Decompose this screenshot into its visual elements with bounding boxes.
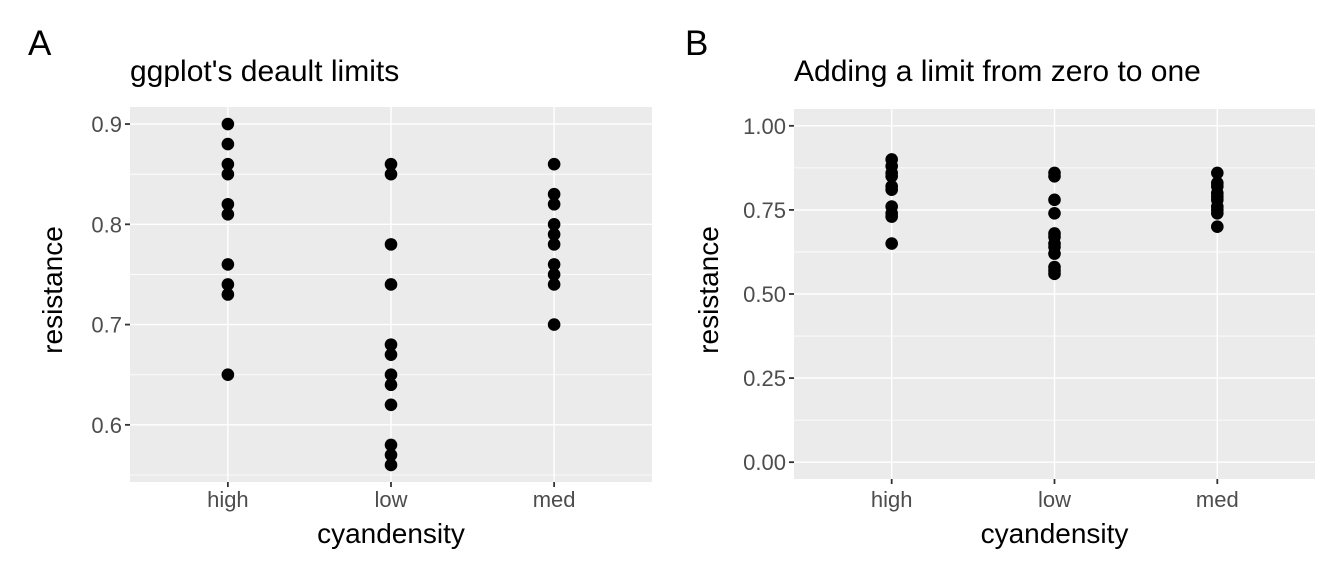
- data-point: [1048, 247, 1061, 260]
- data-point: [1048, 169, 1061, 183]
- data-point: [384, 338, 398, 351]
- y-axis-tick-label: 0.75: [743, 198, 786, 223]
- data-point: [384, 448, 398, 462]
- data-point: [221, 278, 235, 291]
- data-point: [547, 218, 561, 231]
- x-axis-tick-label: high: [207, 487, 249, 512]
- panel-a-plot-title: ggplot's deault limits: [130, 55, 400, 88]
- data-point: [221, 167, 235, 181]
- data-point: [221, 368, 235, 382]
- panel-a: A ggplot's deault limits 0.6 0.7 0.8 0.9 hig…: [28, 24, 652, 549]
- data-point: [221, 137, 235, 151]
- panel-b-plot-title: Adding a limit from zero to one: [794, 55, 1201, 88]
- data-point: [547, 258, 561, 271]
- x-axis-tick-label: med: [533, 487, 576, 512]
- data-point: [384, 438, 398, 452]
- y-axis-tick-label: 0.6: [91, 413, 122, 438]
- data-point: [1048, 193, 1061, 207]
- data-point: [1211, 220, 1224, 234]
- x-axis-tick-label: high: [871, 487, 913, 512]
- data-point: [547, 238, 561, 251]
- x-axis-title: cyandensity: [981, 518, 1129, 549]
- data-point: [885, 183, 898, 197]
- data-point: [221, 117, 235, 131]
- data-point: [384, 278, 398, 291]
- y-axis-tick-label: 0.00: [743, 450, 786, 475]
- data-point: [384, 368, 398, 382]
- panel-a-tag-label: A: [28, 24, 52, 63]
- y-axis-title: resistance: [693, 226, 724, 354]
- data-point: [221, 197, 235, 211]
- data-point: [384, 458, 398, 472]
- x-axis-title: cyandensity: [317, 518, 465, 549]
- y-axis-tick-label: 0.7: [91, 313, 122, 338]
- data-point: [384, 378, 398, 392]
- data-point: [547, 197, 561, 211]
- y-axis-tick-label: 0.8: [91, 212, 122, 237]
- data-point: [547, 157, 561, 171]
- data-point: [221, 288, 235, 301]
- data-point: [221, 258, 235, 271]
- y-axis-tick-label: 0.25: [743, 366, 786, 391]
- y-axis-tick-label: 1.00: [743, 114, 786, 139]
- data-point: [1048, 206, 1061, 220]
- data-point: [384, 348, 398, 361]
- data-point: [384, 167, 398, 181]
- data-point: [221, 207, 235, 221]
- y-axis-tick-label: 0.50: [743, 282, 786, 307]
- data-point: [885, 210, 898, 223]
- data-point: [384, 398, 398, 412]
- panel-b-chart: 0.00 0.25 0.50 0.75 1.00 high low med cyandensit…: [693, 109, 1315, 549]
- data-point: [384, 157, 398, 171]
- y-axis-tick-label: 0.9: [91, 112, 122, 137]
- data-point: [547, 187, 561, 201]
- data-point: [547, 228, 561, 241]
- x-axis-tick-label: low: [1038, 487, 1071, 512]
- panel-b: B Adding a limit from zero to one 0.00 0.…: [672, 0, 1344, 576]
- y-axis-title: resistance: [37, 226, 68, 354]
- panel-b-tag-label: B: [685, 24, 709, 63]
- x-axis-tick-label: low: [374, 487, 407, 512]
- data-point: [885, 169, 898, 183]
- data-point: [1048, 267, 1061, 281]
- data-point: [547, 278, 561, 291]
- data-point: [547, 318, 561, 331]
- data-point: [1211, 206, 1224, 220]
- x-axis-tick-label: med: [1196, 487, 1239, 512]
- data-point: [1211, 166, 1224, 180]
- data-point: [885, 237, 898, 250]
- data-point: [547, 268, 561, 281]
- data-point: [221, 157, 235, 171]
- panel-a-chart: 0.6 0.7 0.8 0.9 high low med cyandensity resista…: [37, 107, 652, 549]
- data-point: [384, 238, 398, 251]
